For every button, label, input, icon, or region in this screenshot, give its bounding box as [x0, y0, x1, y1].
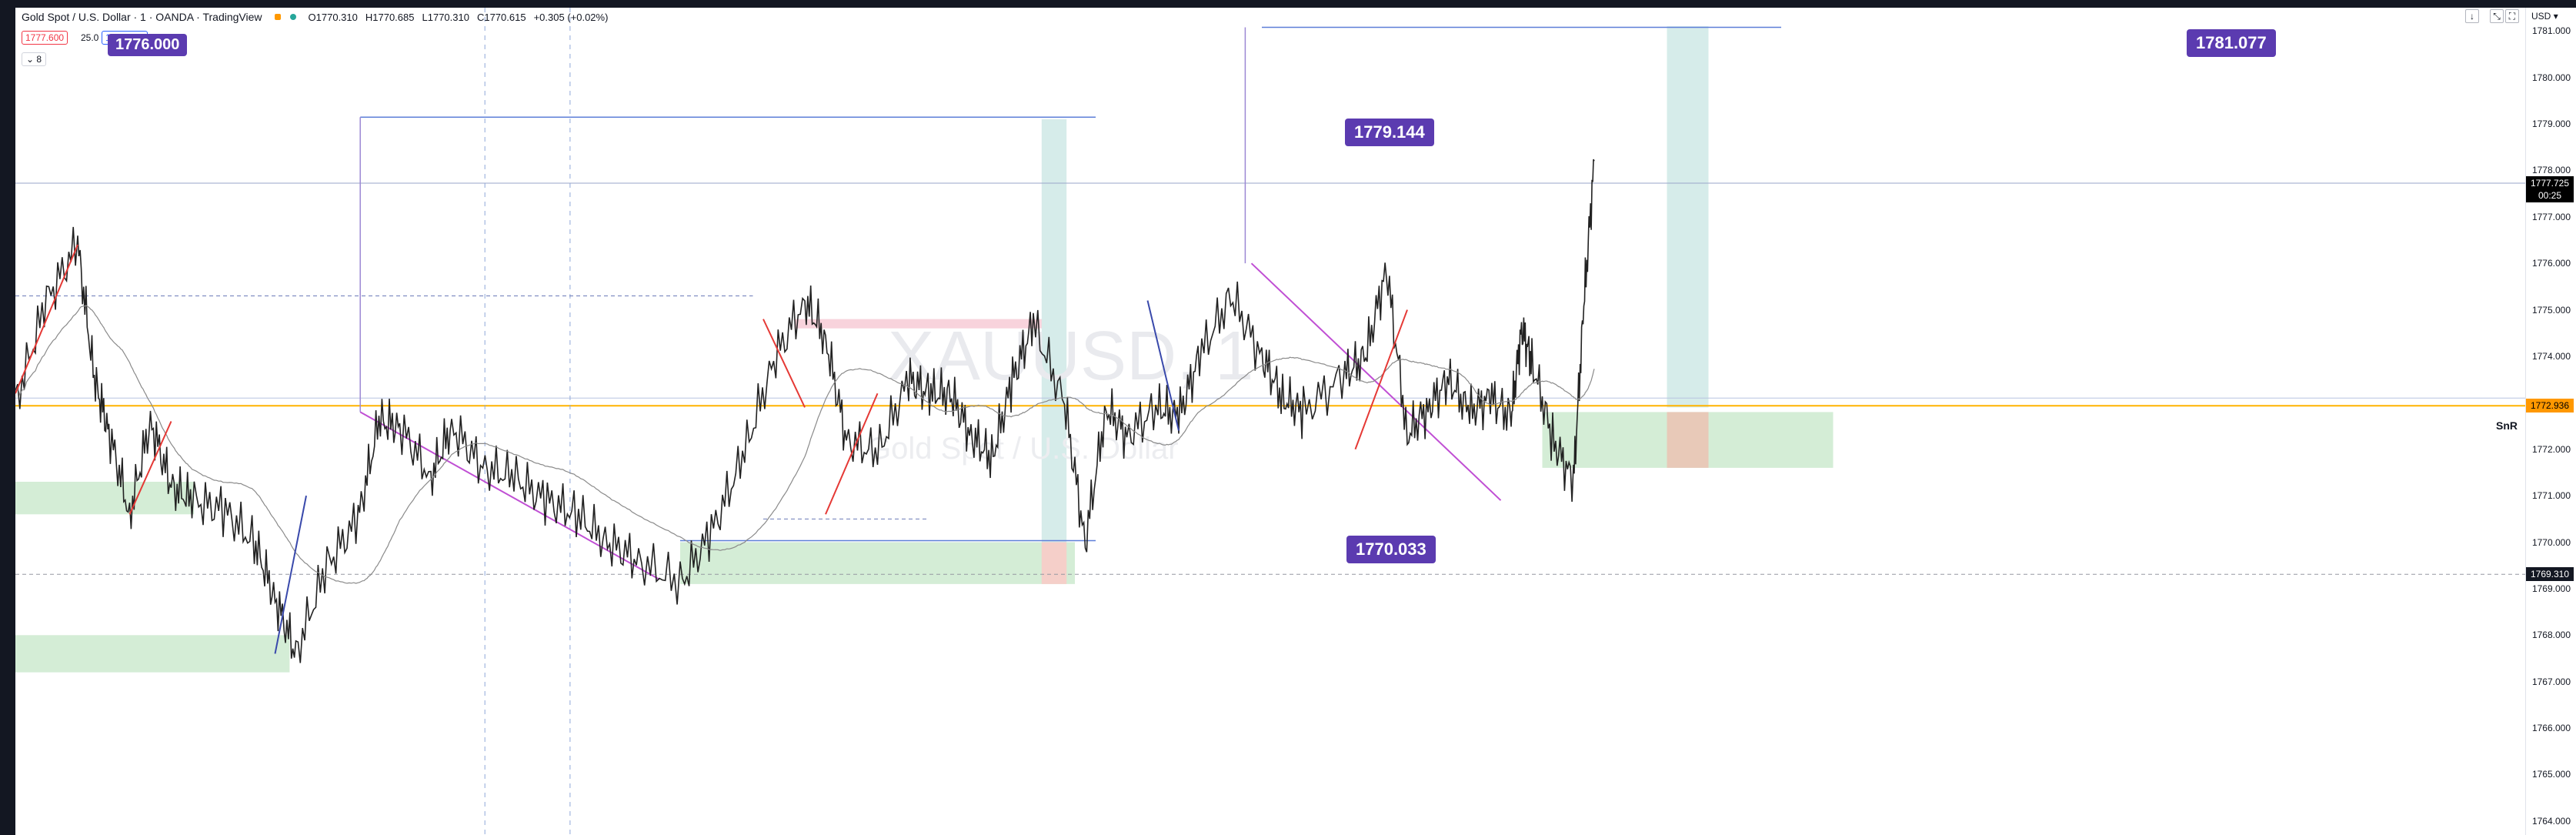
scroll-down-icon[interactable]: ↓: [2465, 9, 2479, 23]
indicators-toggle[interactable]: ⌄ 8: [22, 52, 47, 66]
zigzag-segment-1: [15, 244, 78, 394]
ohlc-high: H1770.685: [365, 11, 415, 23]
stop-zone-right: [1667, 412, 1709, 468]
price-axis-tick: 1769.000: [2531, 583, 2571, 594]
symbol-legend: Gold Spot / U.S. Dollar · 1 · OANDA · Tr…: [22, 11, 608, 23]
price-axis-tick: 1781.000: [2531, 25, 2571, 37]
chart-canvas[interactable]: XAUUSD, 1 Gold Spot / U.S. Dollar: [15, 8, 2525, 835]
price-axis-tick: 1767.000: [2531, 676, 2571, 687]
ohlc-low: L1770.310: [422, 11, 469, 23]
price-axis-tick: 1778.000: [2531, 165, 2571, 176]
alert-dot: [274, 14, 281, 20]
price-series-line: [15, 159, 1595, 663]
target-zone-left: [1041, 119, 1067, 543]
indicators-count: 8: [36, 54, 42, 65]
market-status-dot[interactable]: [289, 14, 296, 20]
chevron-down-icon: ▾: [2553, 11, 2558, 22]
price-axis-tick: 1780.000: [2531, 72, 2571, 83]
price-axis-tick: 1779.000: [2531, 118, 2571, 129]
price-axis-tick: 1772.000: [2531, 443, 2571, 455]
zigzag-segment-2: [128, 421, 172, 515]
collapse-icon[interactable]: ⤡: [2490, 9, 2504, 23]
demand-zone-2: [15, 635, 290, 673]
zigzag-segment-6: [1146, 300, 1180, 431]
symbol-title[interactable]: Gold Spot / U.S. Dollar · 1 · OANDA · Tr…: [22, 11, 262, 23]
demand-zone-1: [15, 482, 195, 515]
countdown-badge: 00:25: [2526, 188, 2574, 202]
price-axis-tick: 1768.000: [2531, 630, 2571, 641]
trendline-left: [359, 411, 660, 580]
snr-label: SnR: [2496, 419, 2518, 432]
zigzag-segment-3: [274, 495, 307, 654]
price-axis-tick: 1776.000: [2531, 258, 2571, 269]
price-axis-tick: 1765.000: [2531, 769, 2571, 780]
last-price-badge: 1777.725: [2526, 175, 2574, 190]
left-toolbar-strip: [0, 8, 15, 835]
price-label-stop-left[interactable]: 1770.033: [1346, 536, 1436, 563]
price-axis-tick: 1764.000: [2531, 815, 2571, 827]
price-axis-tick: 1775.000: [2531, 304, 2571, 316]
price-axis-tick: 1771.000: [2531, 490, 2571, 502]
ohlc-open: O1770.310: [308, 11, 358, 23]
zigzag-segment-5: [825, 392, 879, 515]
crosshair-price-badge: 1769.310: [2526, 567, 2574, 582]
ohlc-change: +0.305 (+0.02%): [533, 11, 609, 23]
moving-average-line: [15, 305, 1595, 584]
stop-zone-left: [1041, 542, 1067, 584]
chevron-down-icon: ⌄: [26, 54, 37, 65]
target-zone-right: [1667, 26, 1709, 408]
price-axis-tick: 1766.000: [2531, 723, 2571, 734]
spread-value: 25.0: [77, 31, 103, 45]
demand-zone-3: [680, 542, 1075, 584]
trendline-right: [1250, 262, 1502, 501]
currency-selector[interactable]: USD ▾: [2531, 11, 2558, 22]
price-axis-tick: 1770.000: [2531, 536, 2571, 548]
zigzag-segment-7: [1354, 309, 1408, 450]
price-axis-tick: 1774.000: [2531, 350, 2571, 362]
price-axis-tick: 1777.000: [2531, 211, 2571, 222]
supply-zone-1: [794, 319, 1054, 329]
price-label-target-left[interactable]: 1779.144: [1345, 119, 1434, 146]
top-bar: [0, 0, 2576, 8]
ohlc-close: C1770.615: [476, 11, 526, 23]
snr-price-badge: 1772.936: [2526, 399, 2574, 413]
sell-button[interactable]: 1777.600: [22, 31, 68, 45]
watermark-name: Gold Spot / U.S. Dollar: [867, 432, 1179, 466]
fullscreen-icon[interactable]: ⛶: [2505, 9, 2519, 23]
price-label-hidden[interactable]: 1776.000: [108, 34, 188, 56]
price-label-target-right[interactable]: 1781.077: [2187, 29, 2276, 57]
zigzag-segment-4: [762, 319, 806, 408]
price-axis[interactable]: 1781.000 1780.000 1779.000 1778.000 1777.000…: [2525, 8, 2576, 835]
